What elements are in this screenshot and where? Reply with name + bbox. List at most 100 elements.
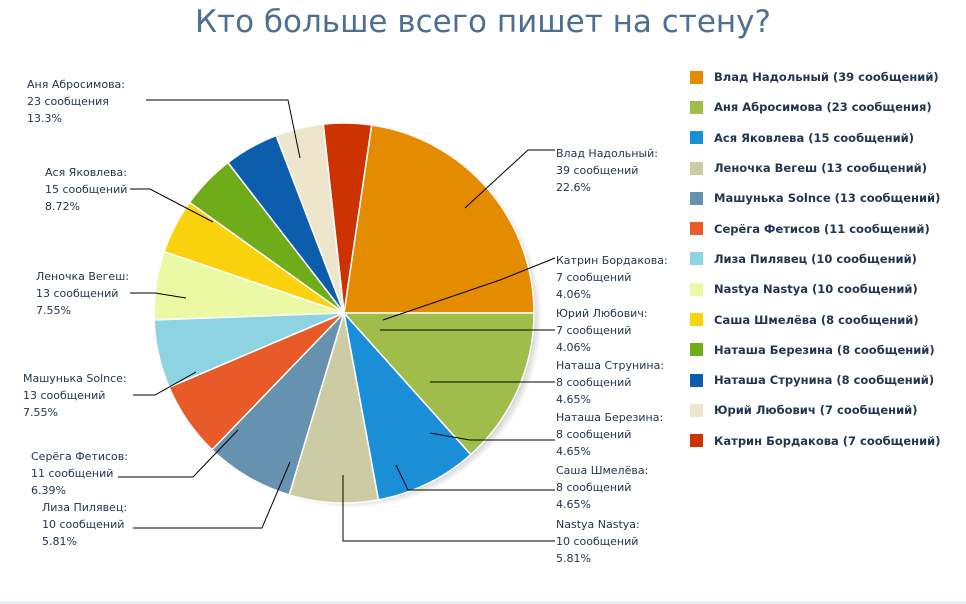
legend-label: Серёга Фетисов (11 сообщений) <box>714 221 930 236</box>
pie-slice[interactable] <box>342 310 472 501</box>
slice-label-line: 13.3% <box>27 112 62 125</box>
slice-label: Юрий Любович: 7 сообщений 4.06% <box>556 307 648 354</box>
legend-swatch <box>690 70 703 84</box>
legend-item[interactable]: Серёга Фетисов (11 сообщений) <box>690 213 960 243</box>
legend-item[interactable]: Влад Надольный (39 сообщений) <box>690 62 960 92</box>
slice-labels: Влад Надольный: 39 сообщений 22.6% Катрин Б… <box>23 78 668 565</box>
leader-line <box>118 429 239 478</box>
legend-item[interactable]: Наташа Струнина (8 сообщений) <box>690 365 960 395</box>
slice-label-line: Аня Абросимова: <box>27 78 125 91</box>
legend-item[interactable]: Аня Абросимова (23 сообщения) <box>690 92 960 122</box>
slice-label-line: 8 сообщений <box>556 481 631 494</box>
legend-label: Саша Шмелёва (8 сообщений) <box>714 312 919 327</box>
legend-label: Наташа Струнина (8 сообщений) <box>714 373 935 388</box>
slice-label-line: 7.55% <box>36 304 71 317</box>
legend-item[interactable]: Катрин Бордакова (7 сообщений) <box>690 426 960 456</box>
legend-swatch <box>690 313 703 327</box>
slice-label-line: 39 сообщений <box>556 164 638 177</box>
leader-line <box>429 432 555 441</box>
slice-label-line: Влад Надольный: <box>556 147 658 160</box>
slice-label-line: 22.6% <box>556 181 591 194</box>
legend-swatch <box>690 191 703 205</box>
slice-label-line: Машунька Solnce: <box>23 372 127 385</box>
leader-line <box>382 257 556 321</box>
slice-label-line: Наташа Струнина: <box>556 359 664 372</box>
legend-swatch <box>690 434 703 448</box>
slice-label-line: 23 сообщения <box>27 95 109 108</box>
slice-label-line: 5.81% <box>556 552 591 565</box>
legend-label: Nastya Nastya (10 сообщений) <box>714 282 918 297</box>
slice-label: Саша Шмелёва: 8 сообщений 4.65% <box>556 464 648 511</box>
slice-label-line: 4.06% <box>556 288 591 301</box>
slice-label-line: Nastya Nastya: <box>556 518 640 531</box>
legend-swatch <box>690 100 703 114</box>
slice-label: Серёга Фетисов: 11 сообщений 6.39% <box>31 450 128 497</box>
legend-swatch <box>690 343 703 357</box>
slice-label: Леночка Вегеш: 13 сообщений 7.55% <box>36 270 129 317</box>
pie-slice[interactable] <box>343 124 535 314</box>
slice-label-line: 10 сообщений <box>42 518 124 531</box>
slice-label-line: 6.39% <box>31 484 66 497</box>
slice-label-line: 8.72% <box>45 200 80 213</box>
slice-label-line: Лиза Пилявец: <box>42 501 127 514</box>
slice-label-line: 11 сообщений <box>31 467 113 480</box>
legend-swatch <box>690 222 703 236</box>
legend-label: Аня Абросимова (23 сообщения) <box>714 100 932 115</box>
legend-swatch <box>690 161 703 175</box>
legend-label: Лиза Пилявец (10 сообщений) <box>714 251 917 266</box>
leader-line <box>130 188 214 223</box>
slice-label-line: 10 сообщений <box>556 535 638 548</box>
slice-label-line: Наташа Березина: <box>556 411 663 424</box>
legend-item[interactable]: Юрий Любович (7 сообщений) <box>690 395 960 425</box>
legend-item[interactable]: Машунька Solnce (13 сообщений) <box>690 183 960 213</box>
slice-label-line: 13 сообщений <box>23 389 105 402</box>
leader-line <box>464 149 555 209</box>
pie-slice[interactable] <box>342 312 535 456</box>
legend-item[interactable]: Саша Шмелёва (8 сообщений) <box>690 304 960 334</box>
slice-label-line: Юрий Любович: <box>556 307 648 320</box>
leader-line <box>133 461 291 529</box>
legend-item[interactable]: Ася Яковлева (15 сообщений) <box>690 123 960 153</box>
legend-item[interactable]: Nastya Nastya (10 сообщений) <box>690 274 960 304</box>
chart-title: Кто больше всего пишет на стену? <box>195 4 771 40</box>
bottom-divider <box>0 601 966 604</box>
legend-item[interactable]: Лиза Пилявец (10 сообщений) <box>690 244 960 274</box>
legend-swatch <box>690 252 703 266</box>
slice-label-line: 4.65% <box>556 393 591 406</box>
slice-label-line: 15 сообщений <box>45 183 127 196</box>
leader-line <box>133 371 197 396</box>
slice-label: Катрин Бордакова: 7 сообщений 4.06% <box>556 254 668 301</box>
slice-label: Наташа Струнина: 8 сообщений 4.65% <box>556 359 664 406</box>
legend-label: Машунька Solnce (13 сообщений) <box>714 191 941 206</box>
leader-line <box>342 475 555 542</box>
slice-label-line: Саша Шмелёва: <box>556 464 648 477</box>
legend-item[interactable]: Наташа Березина (8 сообщений) <box>690 335 960 365</box>
leader-line <box>146 99 301 159</box>
legend-label: Юрий Любович (7 сообщений) <box>714 403 918 418</box>
slice-label-line: 7 сообщений <box>556 324 631 337</box>
legend-item[interactable]: Леночка Вегеш (13 сообщений) <box>690 153 960 183</box>
slice-label: Ася Яковлева: 15 сообщений 8.72% <box>45 166 127 213</box>
slice-label: Влад Надольный: 39 сообщений 22.6% <box>556 147 658 194</box>
slice-label-line: Катрин Бордакова: <box>556 254 668 267</box>
slice-label-line: 4.65% <box>556 498 591 511</box>
slice-label: Машунька Solnce: 13 сообщений 7.55% <box>23 372 127 419</box>
slice-label-line: 7.55% <box>23 406 58 419</box>
legend-label: Леночка Вегеш (13 сообщений) <box>714 161 927 176</box>
slice-label-line: 5.81% <box>42 535 77 548</box>
slice-label-line: 13 сообщений <box>36 287 118 300</box>
pie-slices <box>153 122 535 504</box>
slice-label-line: Ася Яковлева: <box>45 166 127 179</box>
legend-swatch <box>690 131 703 145</box>
leader-line <box>395 464 555 491</box>
legend-label: Влад Надольный (39 сообщений) <box>714 70 939 85</box>
legend-label: Наташа Березина (8 сообщений) <box>714 342 935 357</box>
slice-label-line: Леночка Вегеш: <box>36 270 129 283</box>
slice-label-line: 8 сообщений <box>556 428 631 441</box>
slice-label: Аня Абросимова: 23 сообщения 13.3% <box>27 78 125 125</box>
slice-label-line: 4.06% <box>556 341 591 354</box>
slice-label: Наташа Березина: 8 сообщений 4.65% <box>556 411 663 458</box>
legend-swatch <box>690 282 703 296</box>
leader-lines <box>118 99 556 542</box>
